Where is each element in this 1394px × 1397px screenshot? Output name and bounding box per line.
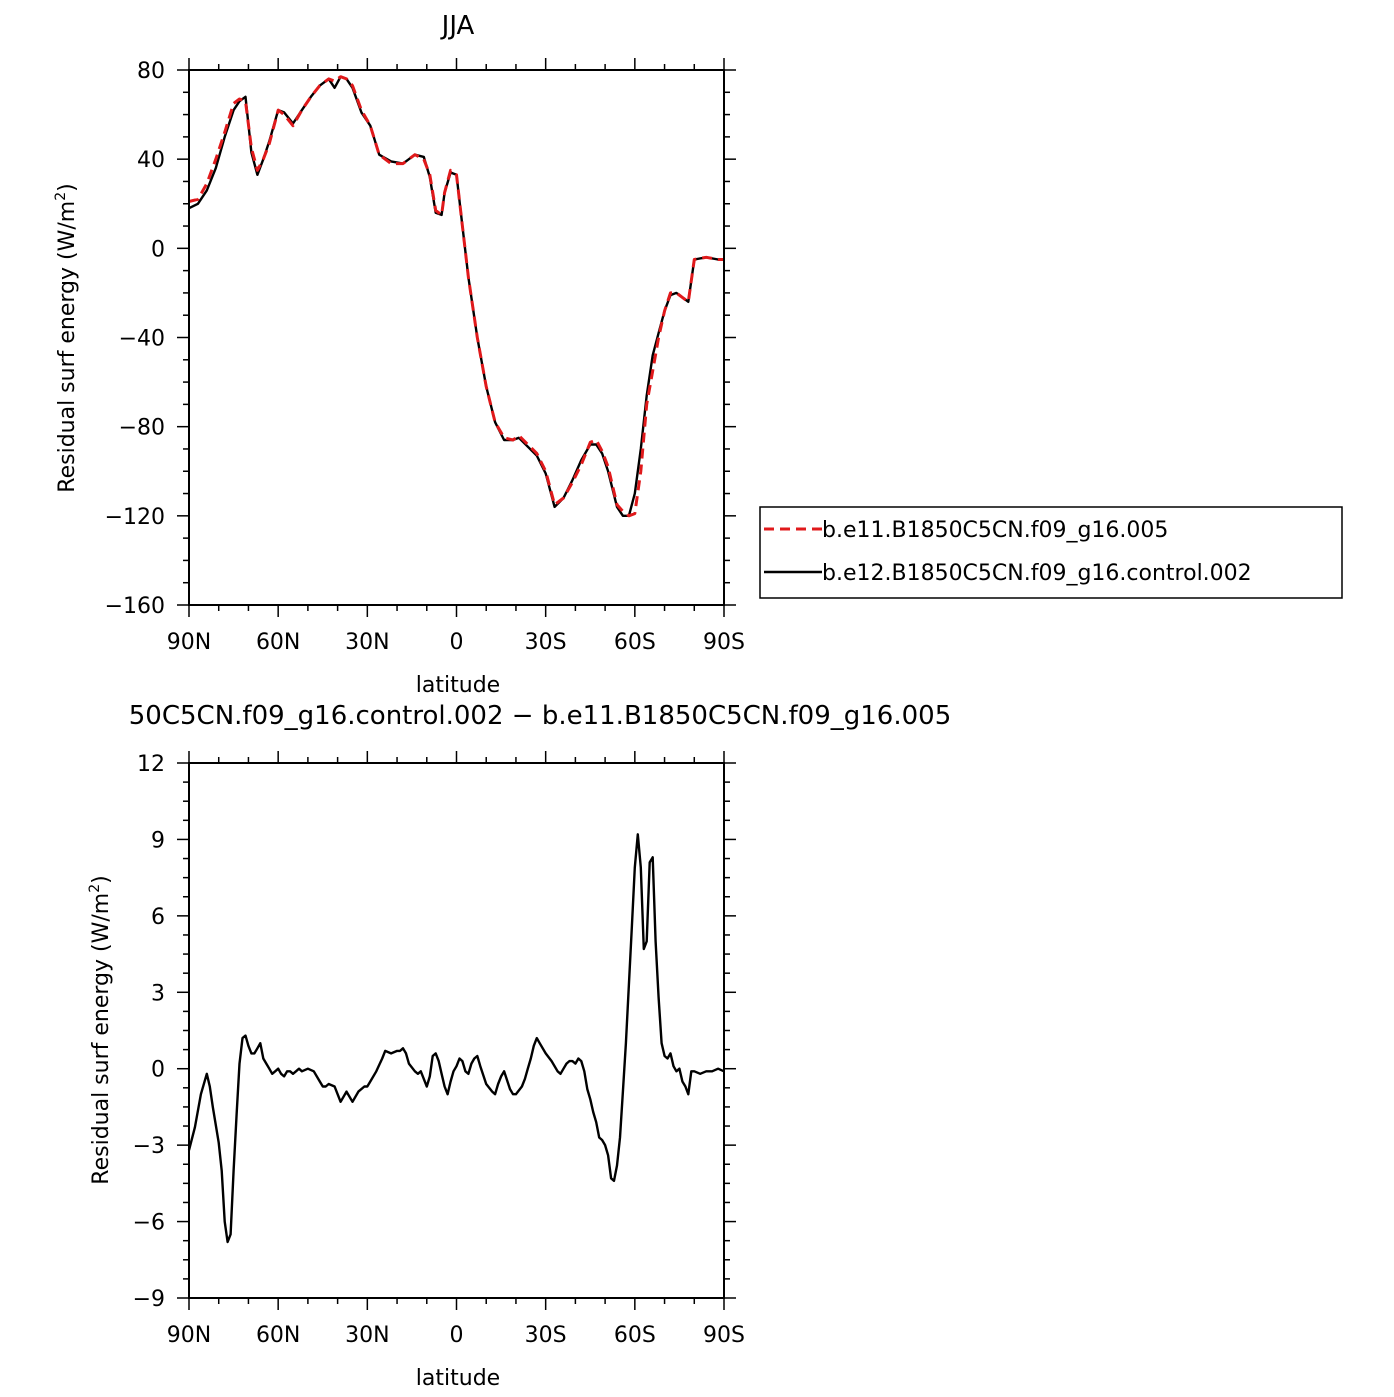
x-tick-label: 0 [450,1323,464,1348]
y-tick-label: 40 [137,148,165,173]
bottom-panel: 50C5CN.f09_g16.control.002 − b.e11.B1850… [87,701,951,1391]
y-tick-label: −3 [133,1134,165,1159]
x-tick-label: 90S [703,1323,745,1348]
legend-label-series-1: b.e11.B1850C5CN.f09_g16.005 [822,518,1168,543]
y-tick-label: −80 [119,416,165,441]
y-tick-label: 3 [151,981,165,1006]
x-tick-label: 30S [525,630,567,655]
bottom-plot-frame [188,762,725,1299]
bottom-chart-title: 50C5CN.f09_g16.control.002 − b.e11.B1850… [129,701,951,731]
y-tick-label: 9 [151,828,165,853]
top-y-axis-label: Residual surf energy (W/m2) [53,183,80,492]
y-tick-label: 80 [137,59,165,84]
x-tick-label: 30S [525,1323,567,1348]
legend-label-series-2: b.e12.B1850C5CN.f09_g16.control.002 [822,561,1252,586]
x-tick-label: 90N [167,630,211,655]
y-tick-label: −9 [133,1287,165,1312]
y-tick-label: 0 [151,237,165,262]
x-tick-label: 90N [167,1323,211,1348]
x-tick-label: 60N [256,630,300,655]
y-tick-label: −6 [133,1211,165,1236]
top-chart-title: JJA [440,11,475,41]
top-ticks: 90N 60N 30N 0 30S 60S 90S 80 40 0 −40 −80 −120 −160 [105,58,745,655]
y-tick-label: −160 [105,594,165,619]
y-tick-label: 12 [137,752,165,777]
y-tick-label: −40 [119,327,165,352]
series-line-1 [187,833,725,1244]
y-tick-label: −120 [105,505,165,530]
y-tick-label: 6 [151,905,165,930]
x-tick-label: 60S [614,630,656,655]
x-tick-label: 90S [703,630,745,655]
x-tick-label: 30N [345,1323,389,1348]
top-series-layer [188,75,724,518]
legend-box [759,506,1343,599]
y-tick-label: 0 [151,1058,165,1083]
bottom-x-axis-label: latitude [416,1366,500,1391]
x-tick-label: 0 [450,630,464,655]
bottom-ticks: 90N 60N 30N 0 30S 60S 90S 12 9 6 3 0 −3 −6 −9 [133,751,745,1348]
bottom-y-axis-label: Residual surf energy (W/m2) [87,875,114,1184]
top-panel: JJA 90N 60N 30N 0 30S 60S 90S 80 40 0 −40 −80 −120 −1… [53,11,1343,698]
series-line-1 [188,75,724,518]
top-plot-frame [188,69,725,606]
x-tick-label: 60S [614,1323,656,1348]
series-line-2 [188,75,724,517]
legend: b.e11.B1850C5CN.f09_g16.005 b.e12.B1850C… [759,506,1343,599]
bottom-series-layer [187,833,725,1244]
x-tick-label: 60N [256,1323,300,1348]
top-x-axis-label: latitude [416,673,500,698]
x-tick-label: 30N [345,630,389,655]
